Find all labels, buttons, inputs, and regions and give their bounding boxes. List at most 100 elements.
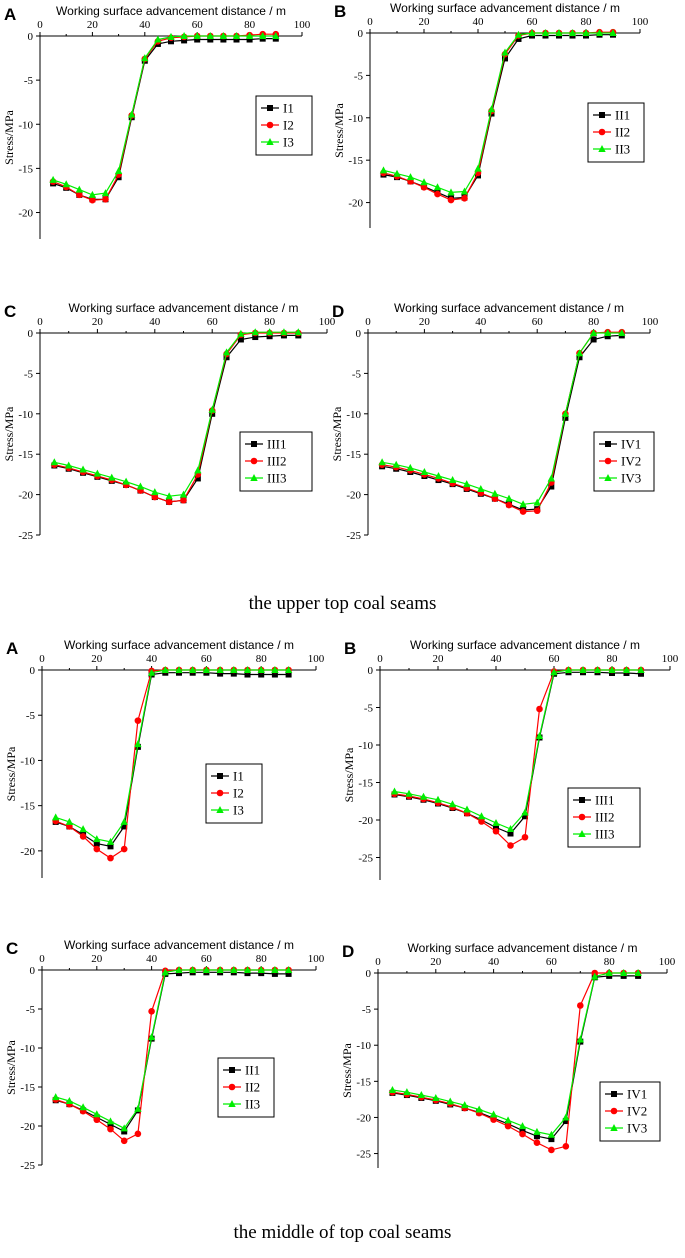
x-axis-label: Working surface advancement distance / m bbox=[408, 941, 638, 955]
data-point bbox=[147, 1033, 156, 1041]
y-tick-label: -5 bbox=[354, 70, 364, 82]
series-II1 bbox=[380, 31, 616, 202]
legend-marker bbox=[266, 138, 274, 145]
data-point bbox=[136, 482, 145, 490]
x-tick-label: 20 bbox=[419, 316, 431, 328]
legend-label: III1 bbox=[267, 437, 287, 452]
data-point bbox=[492, 827, 500, 835]
series-line bbox=[52, 35, 276, 196]
x-tick-label: 60 bbox=[201, 953, 213, 965]
y-tick-label: -10 bbox=[18, 119, 33, 131]
data-point bbox=[405, 789, 413, 797]
data-point bbox=[504, 1122, 512, 1130]
x-tick-label: 20 bbox=[91, 953, 103, 965]
x-axis-label: Working surface advancement distance / m bbox=[56, 4, 286, 18]
data-point bbox=[108, 473, 116, 481]
legend-marker bbox=[604, 474, 612, 481]
x-tick-label: 20 bbox=[419, 16, 431, 28]
legend: II1 II2 II3 bbox=[587, 102, 645, 163]
x-tick-label: 20 bbox=[87, 19, 99, 31]
legend-marker bbox=[251, 441, 257, 447]
y-tick-label: -25 bbox=[356, 1149, 371, 1161]
data-point bbox=[474, 164, 482, 172]
data-point bbox=[638, 670, 644, 677]
data-point bbox=[461, 1101, 469, 1109]
data-point bbox=[507, 830, 514, 837]
data-point bbox=[533, 507, 541, 515]
data-point bbox=[519, 1127, 526, 1134]
y-tick-label: -15 bbox=[358, 778, 373, 790]
chart-middle-c: C Working surface advancement distance / … bbox=[4, 938, 325, 1172]
y-tick-label: -10 bbox=[18, 409, 33, 421]
data-point bbox=[576, 1035, 584, 1043]
legend-label: I2 bbox=[233, 786, 244, 801]
data-point bbox=[419, 792, 428, 800]
y-tick-label: -5 bbox=[362, 1004, 372, 1016]
chart-upper-d: D Working surface advancement distance / … bbox=[330, 301, 659, 542]
panel-letter: A bbox=[6, 639, 18, 658]
legend-marker bbox=[599, 112, 605, 118]
y-axis-label: Stress/MPa bbox=[2, 406, 16, 461]
y-axis-label: Stress/MPa bbox=[342, 747, 356, 802]
data-point bbox=[265, 328, 274, 336]
legend-marker bbox=[250, 474, 258, 481]
data-point bbox=[194, 466, 202, 474]
y-axis-label: Stress/MPa bbox=[330, 406, 344, 461]
series-II3 bbox=[379, 29, 617, 196]
chart-middle-b: B Working surface advancement distance / … bbox=[342, 638, 679, 880]
data-point bbox=[434, 472, 443, 480]
data-point bbox=[189, 966, 197, 973]
series-I3 bbox=[52, 666, 293, 845]
data-point bbox=[562, 1113, 570, 1121]
legend-label: III3 bbox=[595, 827, 615, 842]
data-point bbox=[259, 32, 267, 39]
data-point bbox=[151, 488, 159, 496]
y-axis-label: Stress/MPa bbox=[340, 1042, 354, 1097]
y-tick-label: -20 bbox=[356, 1112, 371, 1124]
chart-upper-a: A Working surface advancement distance / … bbox=[2, 4, 313, 239]
legend-label: II1 bbox=[615, 108, 630, 123]
data-point bbox=[245, 32, 254, 39]
data-point bbox=[577, 1002, 584, 1009]
data-point bbox=[252, 334, 259, 341]
data-point bbox=[491, 495, 499, 502]
data-point bbox=[388, 1086, 397, 1093]
y-tick-label: -20 bbox=[358, 815, 373, 827]
data-point bbox=[489, 1110, 498, 1118]
y-axis-label: Stress/MPa bbox=[4, 746, 18, 801]
x-tick-label: 60 bbox=[201, 653, 213, 665]
data-point bbox=[134, 1130, 142, 1138]
x-tick-label: 80 bbox=[604, 956, 616, 968]
data-point bbox=[168, 38, 174, 45]
data-point bbox=[432, 1093, 440, 1101]
data-point bbox=[230, 670, 237, 677]
y-tick-label: -25 bbox=[20, 1160, 35, 1172]
y-tick-label: -20 bbox=[18, 208, 33, 220]
legend-label: II3 bbox=[245, 1097, 260, 1112]
y-tick-label: -20 bbox=[18, 490, 33, 502]
data-point bbox=[216, 966, 224, 973]
y-tick-label: -10 bbox=[20, 755, 35, 767]
data-point bbox=[271, 970, 278, 977]
series-I2 bbox=[49, 30, 280, 204]
data-point bbox=[193, 32, 201, 39]
legend: III1 III2 III3 bbox=[239, 431, 313, 492]
data-point bbox=[180, 496, 187, 504]
legend-label: I3 bbox=[283, 135, 294, 150]
x-tick-label: 40 bbox=[473, 16, 485, 28]
data-point bbox=[161, 666, 169, 673]
legend-marker bbox=[598, 145, 606, 152]
data-point bbox=[505, 501, 513, 509]
data-point bbox=[280, 328, 288, 336]
data-point bbox=[595, 29, 604, 36]
series-line bbox=[55, 669, 289, 843]
data-point bbox=[107, 854, 114, 862]
x-tick-label: 0 bbox=[375, 956, 381, 968]
x-tick-label: 60 bbox=[192, 19, 204, 31]
data-point bbox=[154, 35, 162, 43]
series-III3 bbox=[50, 328, 302, 500]
data-point bbox=[536, 705, 543, 713]
data-point bbox=[243, 666, 252, 673]
legend-label: IV2 bbox=[621, 454, 641, 469]
x-tick-label: 100 bbox=[632, 16, 649, 28]
